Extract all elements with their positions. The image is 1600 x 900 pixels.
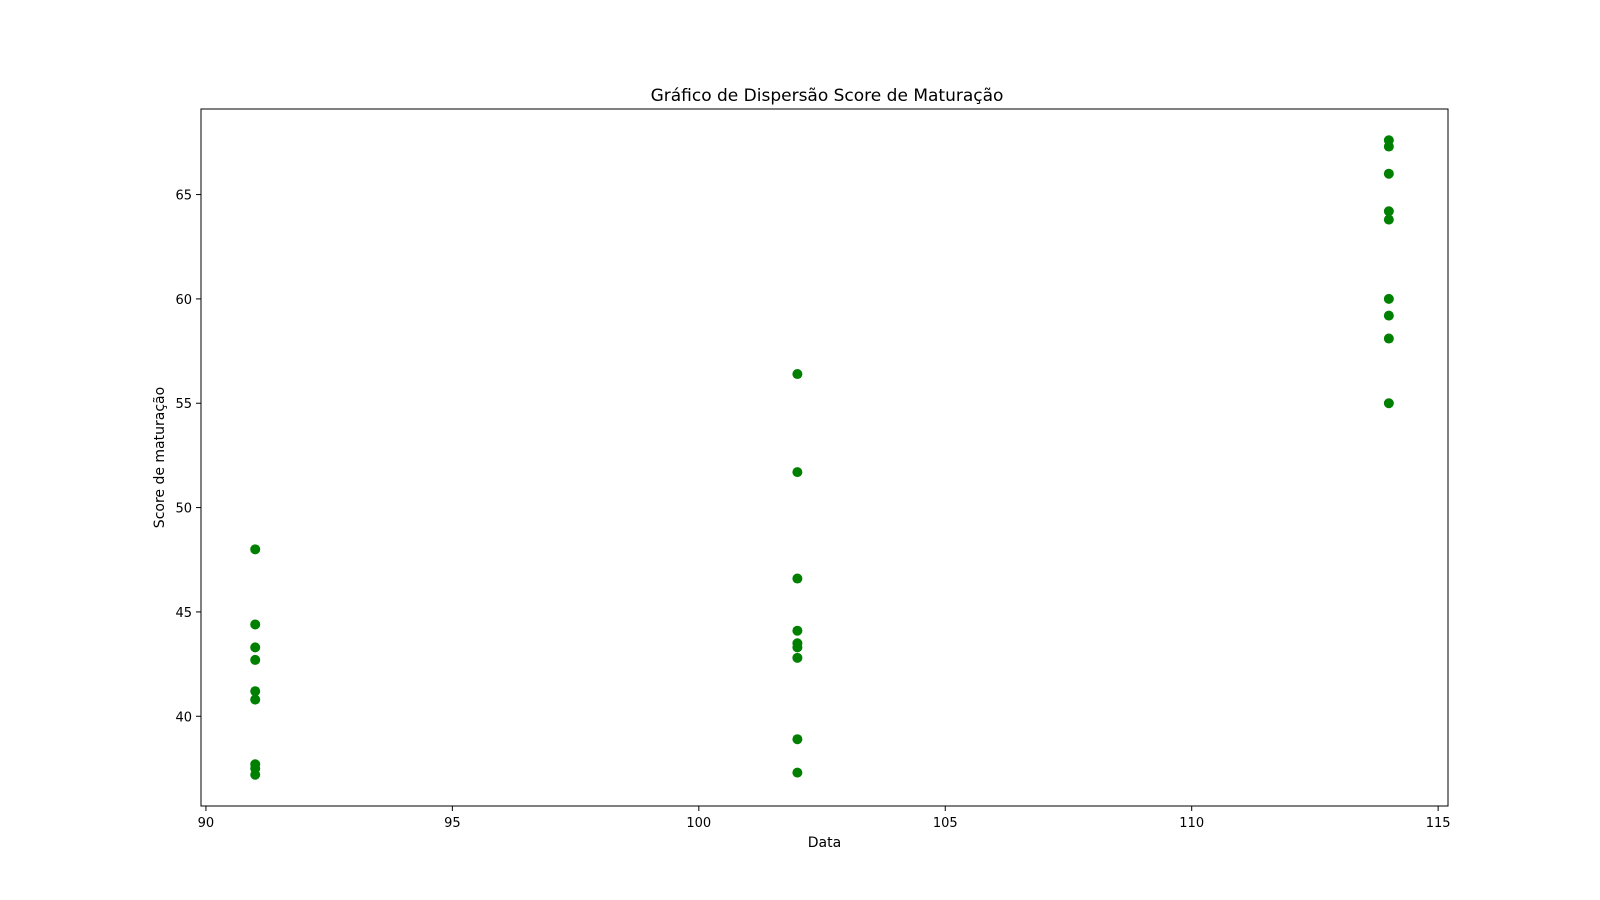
y-tick-label: 50 [175,502,192,517]
data-point [792,642,803,653]
data-point [1383,206,1394,217]
y-axis-title: Score de maturação [152,387,168,528]
y-tick-label: 65 [175,189,192,204]
data-point [1383,141,1394,152]
data-point [250,654,261,665]
y-axis: 40 45 50 55 60 65 [175,189,201,725]
data-point [250,686,261,697]
data-point [250,544,261,555]
y-tick-label: 40 [175,710,192,725]
x-tick-label: 95 [444,816,461,831]
x-tick-label: 100 [686,816,711,831]
data-point [1383,398,1394,409]
data-point [1383,310,1394,321]
x-tick-label: 110 [1179,816,1204,831]
data-point [792,369,803,380]
data-point [1383,214,1394,225]
data-point [792,625,803,636]
y-tick-label: 60 [175,293,192,308]
x-tick-label: 105 [933,816,958,831]
plot-frame [200,108,1449,807]
data-point [250,642,261,653]
data-point [1383,168,1394,179]
data-point [792,573,803,584]
x-tick-label: 115 [1426,816,1451,831]
data-point [1383,333,1394,344]
y-tick-label: 55 [175,397,192,412]
y-tick-label: 45 [175,606,192,621]
data-point [250,619,261,630]
data-point [792,734,803,745]
data-point [792,652,803,663]
data-point [250,769,261,780]
x-tick-label: 90 [198,816,215,831]
data-point [250,694,261,705]
x-axis: 90 95 100 105 110 115 [198,806,1451,831]
data-point [792,767,803,778]
data-point [1383,293,1394,304]
data-point [792,467,803,478]
plot-area [250,135,1394,780]
x-axis-title: Data [808,835,841,851]
chart-title: Gráfico de Dispersão Score de Maturação [651,86,1004,106]
